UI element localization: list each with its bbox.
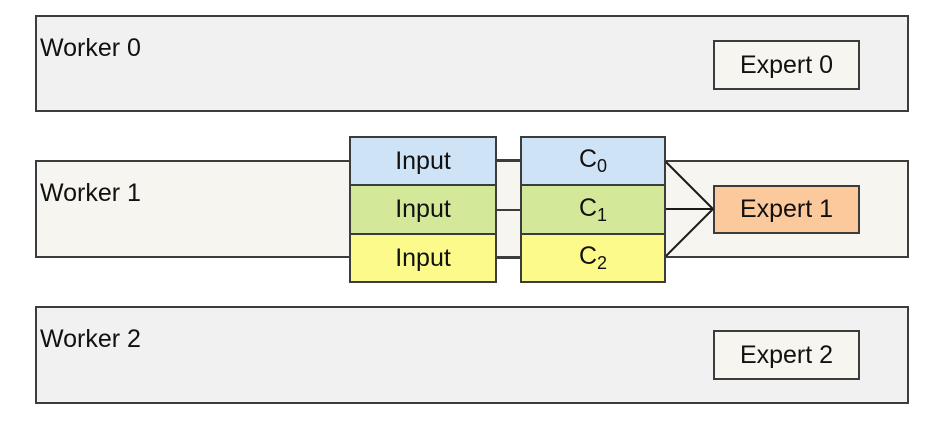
chunk-to-expert-line-2 — [664, 208, 714, 258]
chunk-to-expert-line-0 — [664, 160, 714, 210]
expert-0-box: Expert 0 — [713, 40, 860, 90]
expert-2-box: Expert 2 — [713, 330, 860, 380]
chunk-label-0: C0 — [578, 145, 608, 176]
chunk-label-2: C2 — [578, 242, 608, 273]
input-label-0: Input — [395, 146, 451, 175]
input-label-2: Input — [395, 243, 451, 272]
chunk-box-1: C1 — [520, 184, 666, 235]
input-box-0: Input — [349, 136, 497, 186]
expert-2-label: Expert 2 — [739, 340, 834, 369]
expert-1-label: Expert 1 — [739, 195, 834, 223]
input-box-2: Input — [349, 233, 497, 283]
chunk-box-0: C0 — [520, 136, 666, 186]
worker-0-label: Worker 0 — [40, 34, 141, 62]
worker-1-label: Worker 1 — [40, 179, 141, 207]
chunk-label-1: C1 — [578, 193, 608, 225]
expert-0-label: Expert 0 — [739, 50, 834, 79]
input-box-1: Input — [349, 184, 497, 235]
input-label-1: Input — [395, 195, 451, 223]
chunk-box-2: C2 — [520, 233, 666, 283]
expert-1-box: Expert 1 — [713, 185, 860, 234]
worker-2-label: Worker 2 — [40, 325, 141, 353]
